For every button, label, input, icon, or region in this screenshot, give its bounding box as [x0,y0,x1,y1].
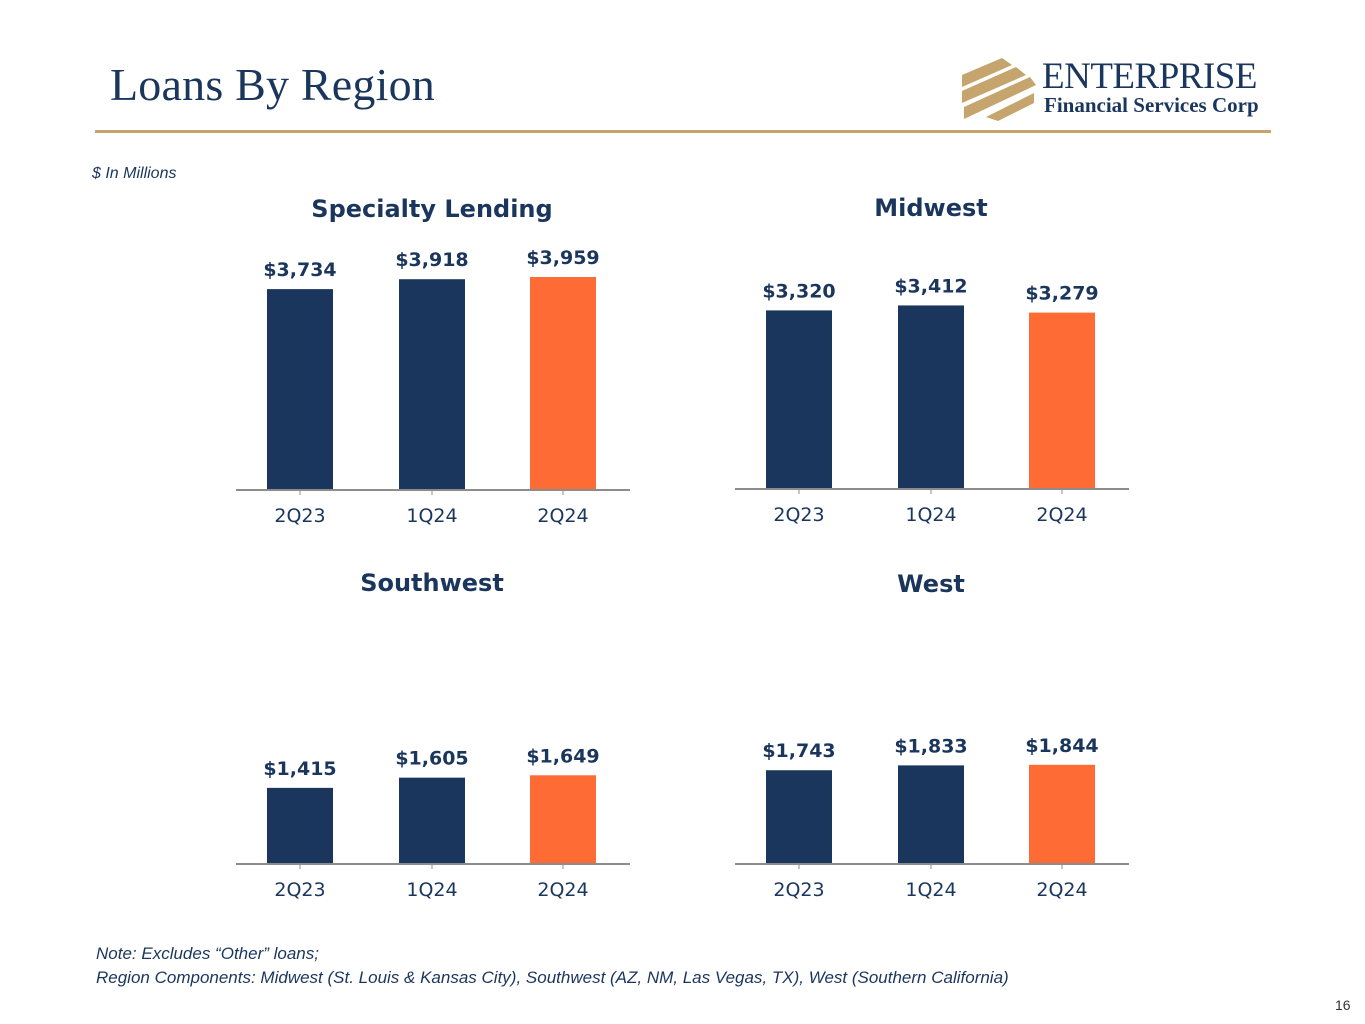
data-label: $3,279 [1025,283,1098,305]
data-label: $1,833 [894,735,967,757]
x-tick-label: 2Q24 [537,879,588,901]
chart-specialty-lending: $3,734 2Q23 $3,918 1Q24 $3,959 2Q24 [236,247,630,527]
data-label: $1,743 [762,740,835,762]
chart-title-southwest: Southwest [360,569,504,597]
data-label: $3,918 [395,249,468,271]
bar [399,777,465,864]
bar [267,787,333,864]
data-label: $1,415 [263,758,336,780]
bar [898,765,964,864]
logo-stripes-icon [962,58,1036,121]
data-label: $1,649 [526,745,599,767]
bar [1029,312,1095,489]
data-label: $3,412 [894,275,967,297]
logo-subtitle: Financial Services Corp [1044,93,1259,117]
footnote: Note: Excludes “Other” loans; Region Com… [96,942,1009,990]
page-number: 16 [1335,997,1351,1013]
data-label: $1,605 [395,748,468,770]
bar [1029,764,1095,864]
header-rule [95,130,1271,133]
x-tick-label: 1Q24 [905,504,956,526]
footnote-line-1: Note: Excludes “Other” loans; [96,944,319,963]
x-tick-label: 2Q24 [1036,504,1087,526]
x-tick-label: 2Q23 [274,505,325,527]
page-title: Loans By Region [110,59,435,110]
chart-title-midwest: Midwest [874,194,988,222]
x-tick-label: 2Q24 [537,505,588,527]
units-note: $ In Millions [92,165,177,182]
x-tick-label: 1Q24 [905,879,956,901]
chart-title-west: West [897,570,965,598]
chart-west: $1,743 2Q23 $1,833 1Q24 $1,844 2Q24 [735,735,1129,901]
bar [267,289,333,490]
bar [766,770,832,864]
x-tick-label: 1Q24 [406,505,457,527]
x-tick-label: 2Q23 [773,879,824,901]
footnote-line-2: Region Components: Midwest (St. Louis & … [96,968,1009,987]
data-label: $3,959 [526,247,599,269]
data-label: $1,844 [1025,735,1098,757]
bar [766,310,832,489]
data-label: $3,734 [263,259,336,281]
x-tick-label: 2Q24 [1036,879,1087,901]
chart-title-specialty-lending: Specialty Lending [311,195,553,223]
x-tick-label: 1Q24 [406,879,457,901]
chart-southwest: $1,415 2Q23 $1,605 1Q24 $1,649 2Q24 [236,745,630,901]
x-tick-label: 2Q23 [773,504,824,526]
chart-midwest: $3,320 2Q23 $3,412 1Q24 $3,279 2Q24 [735,275,1129,526]
company-logo: ENTERPRISE Financial Services Corp [962,55,1274,125]
bar [530,775,596,864]
bar [530,277,596,490]
data-label: $3,320 [762,280,835,302]
x-tick-label: 2Q23 [274,879,325,901]
bar [898,305,964,489]
bar [399,279,465,490]
logo-name: ENTERPRISE [1042,56,1257,97]
